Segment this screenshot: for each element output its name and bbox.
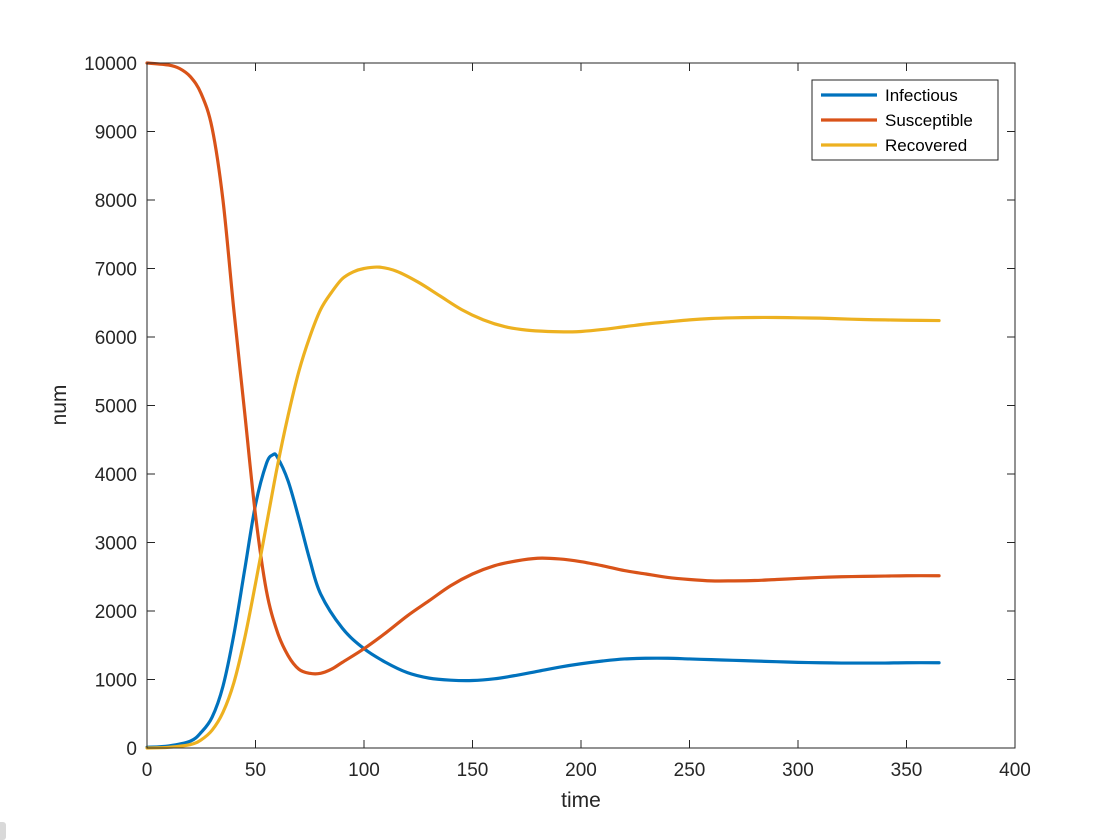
legend-label-infectious: Infectious [885,86,958,105]
x-tick-label: 400 [999,760,1031,781]
series-layer [145,61,941,750]
x-tick-label: 350 [891,760,923,781]
x-tick-label: 250 [674,760,706,781]
y-tick-label: 10000 [84,54,137,75]
x-tick-label: 100 [348,760,380,781]
y-tick-label: 1000 [95,671,137,692]
y-tick-label: 9000 [95,123,137,144]
y-tick-label: 3000 [95,534,137,555]
legend-label-recovered: Recovered [885,136,967,155]
plot-area [147,63,1015,748]
x-tick-label: 200 [565,760,597,781]
series-line-recovered [145,265,941,750]
ticks-layer: 0 50 100 150 200 250 300 350 4000100020003000400… [84,54,1031,781]
y-tick-label: 4000 [95,465,137,486]
legend-label-susceptible: Susceptible [885,111,973,130]
x-tick-label: 300 [782,760,814,781]
series-line-susceptible [145,61,941,676]
y-tick-label: 0 [126,739,137,760]
y-tick-label: 2000 [95,602,137,623]
y-tick-label: 7000 [95,260,137,281]
y-tick-label: 6000 [95,328,137,349]
series-line-infectious [145,452,941,749]
legend: Infectious Susceptible Recovered [811,79,999,161]
corner-mark [0,822,6,840]
y-axis-label: num [48,385,71,426]
x-tick-label: 50 [245,760,266,781]
x-tick-label: 150 [457,760,489,781]
y-tick-label: 8000 [95,191,137,212]
y-tick-label: 5000 [95,397,137,418]
x-tick-label: 0 [142,760,153,781]
x-axis-label: time [561,789,601,812]
